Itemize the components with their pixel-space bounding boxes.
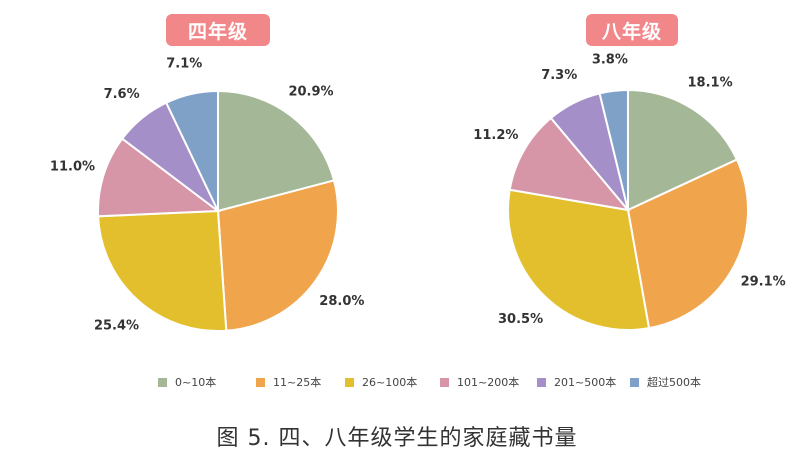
slice-data-label: 18.1% (688, 76, 733, 91)
legend-item: 201~500本 (537, 374, 616, 390)
pie-slice (216, 179, 339, 332)
legend-swatch (345, 377, 354, 387)
slice-data-label: 11.2% (473, 128, 518, 143)
pie-slice (97, 209, 228, 332)
pie-slice (217, 89, 336, 213)
legend-swatch (256, 377, 265, 387)
legend-swatch (537, 377, 546, 387)
legend-item: 超过500本 (630, 374, 701, 390)
slice-data-label: 7.3% (541, 68, 577, 83)
slice-data-label: 28.0% (319, 294, 364, 309)
pie-slice (598, 88, 629, 211)
slice-data-label: 3.8% (592, 53, 628, 68)
legend-label: 超过500本 (647, 376, 701, 389)
chart-title-grade8: 八年级 (586, 14, 678, 46)
slice-data-label: 7.6% (104, 87, 140, 102)
slice-data-label: 20.9% (288, 84, 333, 99)
slice-data-label: 29.1% (741, 274, 786, 289)
legend-label: 11~25本 (273, 376, 322, 389)
pie-slice (164, 89, 219, 212)
slice-data-label: 7.1% (166, 56, 202, 71)
legend-item: 0~10本 (158, 374, 216, 390)
pie-slice (507, 188, 651, 331)
pie-slice (97, 137, 221, 218)
chart-title-grade4: 四年级 (166, 14, 270, 46)
pie-slice (508, 116, 631, 212)
legend: 0~10本 11~25本 26~100本 101~200本 201~500本 超… (148, 374, 708, 394)
slice-data-label: 25.4% (94, 319, 139, 334)
legend-label: 101~200本 (457, 376, 520, 389)
legend-item: 11~25本 (256, 374, 321, 390)
pie-slice (626, 158, 749, 330)
legend-item: 26~100本 (345, 374, 417, 390)
slice-data-label: 30.5% (498, 312, 543, 327)
legend-swatch (440, 377, 449, 387)
legend-item: 101~200本 (440, 374, 519, 390)
legend-swatch (158, 377, 167, 387)
legend-swatch (630, 377, 639, 387)
pie-slice (627, 88, 739, 212)
legend-label: 201~500本 (554, 376, 617, 389)
slice-data-label: 11.0% (50, 160, 95, 175)
legend-label: 0~10本 (175, 376, 217, 389)
legend-label: 26~100本 (362, 376, 418, 389)
figure-caption: 图 5. 四、八年级学生的家庭藏书量 (216, 426, 578, 451)
